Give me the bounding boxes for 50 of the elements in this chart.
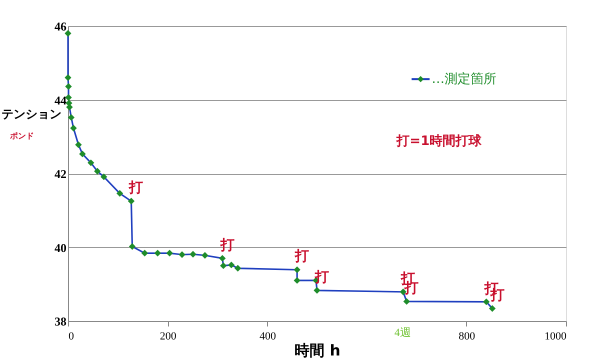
x-tick-label: 800 bbox=[458, 330, 476, 342]
point bbox=[178, 251, 186, 258]
legend-label: …測定箇所 bbox=[432, 72, 497, 88]
y-tick-label: 40 bbox=[54, 240, 66, 255]
point bbox=[154, 250, 161, 257]
x-tick-label: 400 bbox=[259, 330, 276, 342]
point bbox=[75, 141, 82, 148]
point bbox=[141, 250, 148, 257]
point bbox=[482, 298, 490, 306]
point bbox=[228, 262, 235, 268]
point bbox=[94, 168, 101, 175]
point bbox=[403, 298, 410, 305]
x-axis-title: 時間 h bbox=[294, 342, 340, 360]
point bbox=[64, 74, 72, 81]
point bbox=[68, 114, 75, 121]
text: 4週 bbox=[394, 327, 411, 339]
point bbox=[294, 277, 300, 284]
x-tick-label: 0 bbox=[68, 330, 74, 342]
y-tick-label: 42 bbox=[54, 167, 66, 181]
x-tick-label: 200 bbox=[160, 330, 177, 342]
point bbox=[488, 305, 496, 312]
point bbox=[219, 254, 226, 262]
x-tick-label: 1000 bbox=[544, 330, 567, 342]
point bbox=[294, 266, 300, 274]
point bbox=[70, 124, 77, 132]
point bbox=[190, 250, 196, 258]
annotation: 打 bbox=[294, 248, 310, 265]
text: ポンド bbox=[9, 131, 34, 140]
point bbox=[314, 287, 320, 294]
annotation: 打 bbox=[219, 237, 234, 254]
point bbox=[128, 243, 136, 250]
annotation: 打=1時間打球 bbox=[396, 133, 483, 150]
point bbox=[202, 252, 208, 259]
point bbox=[166, 250, 173, 257]
point bbox=[79, 150, 86, 158]
point bbox=[234, 264, 242, 272]
point bbox=[88, 159, 94, 166]
point bbox=[65, 83, 72, 90]
point bbox=[128, 198, 135, 205]
y-tick-label: 38 bbox=[54, 314, 66, 328]
y-tick-label: 46 bbox=[54, 20, 66, 34]
point bbox=[66, 104, 73, 110]
annotation: 打 bbox=[314, 269, 329, 286]
point bbox=[64, 30, 72, 37]
annotation: 打 bbox=[128, 180, 144, 196]
point bbox=[100, 173, 108, 180]
y-axis-title: テンション bbox=[2, 106, 62, 121]
point bbox=[220, 262, 227, 270]
y-tick-label: 44 bbox=[54, 93, 66, 108]
point bbox=[116, 190, 124, 197]
